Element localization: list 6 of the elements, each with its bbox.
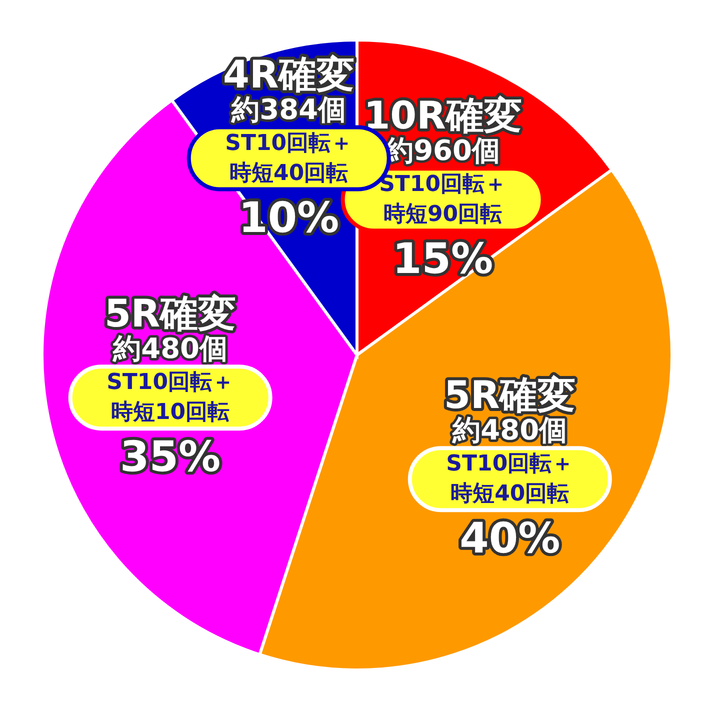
data-label: 40% (460, 514, 560, 563)
slice-label: 5R確変 (104, 292, 236, 336)
data-label: 15% (392, 234, 494, 284)
slice-label: 5R確変 (444, 373, 576, 418)
slice-label: 10R確変 (364, 94, 522, 138)
data-label: 35% (120, 432, 221, 482)
